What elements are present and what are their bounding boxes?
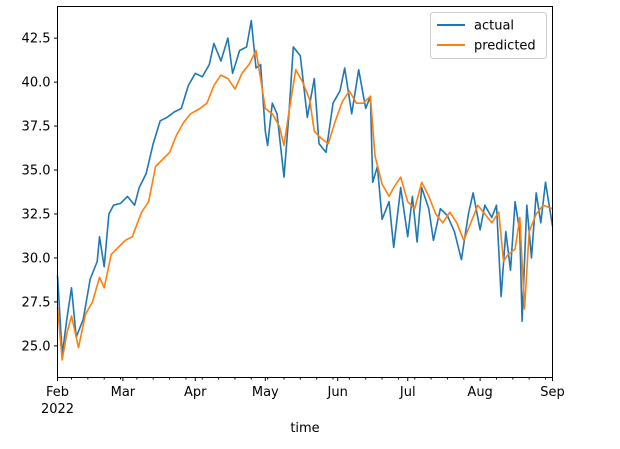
x-tick-label: Jun	[327, 385, 348, 400]
legend-label-predicted: predicted	[474, 39, 536, 54]
x-tick-label: Sep	[540, 385, 565, 400]
x-axis-label: time	[290, 421, 319, 436]
series-line-actual	[56, 19, 554, 356]
y-axis: 25.0 27.5 30.0 32.5 35.0 37.5 40.0 42.5	[22, 32, 58, 354]
x-tick-label: Aug	[467, 385, 492, 400]
x-tick-label: Jul	[399, 385, 416, 400]
plot-frame	[57, 6, 553, 378]
series-line-predicted	[56, 49, 553, 361]
legend-label-actual: actual	[474, 19, 514, 34]
x-tick-label: Feb	[46, 385, 69, 400]
y-tick-label: 30.0	[22, 251, 51, 266]
y-tick-label: 32.5	[22, 207, 51, 222]
x-tick-label: Mar	[111, 385, 136, 400]
y-tick-label: 37.5	[22, 120, 51, 135]
legend: actual predicted	[430, 12, 547, 59]
x-tick-label: May	[252, 385, 279, 400]
y-tick-label: 27.5	[22, 295, 51, 310]
x-year-label: 2022	[41, 402, 74, 417]
y-tick-label: 40.0	[22, 76, 51, 91]
series-layer	[56, 19, 554, 361]
y-tick-label: 42.5	[22, 32, 51, 47]
x-tick-label: Apr	[184, 385, 207, 400]
y-tick-label: 35.0	[22, 164, 51, 179]
y-tick-label: 25.0	[22, 339, 51, 354]
x-axis: Feb Mar Apr May Jun Jul Aug Sep	[46, 377, 565, 400]
